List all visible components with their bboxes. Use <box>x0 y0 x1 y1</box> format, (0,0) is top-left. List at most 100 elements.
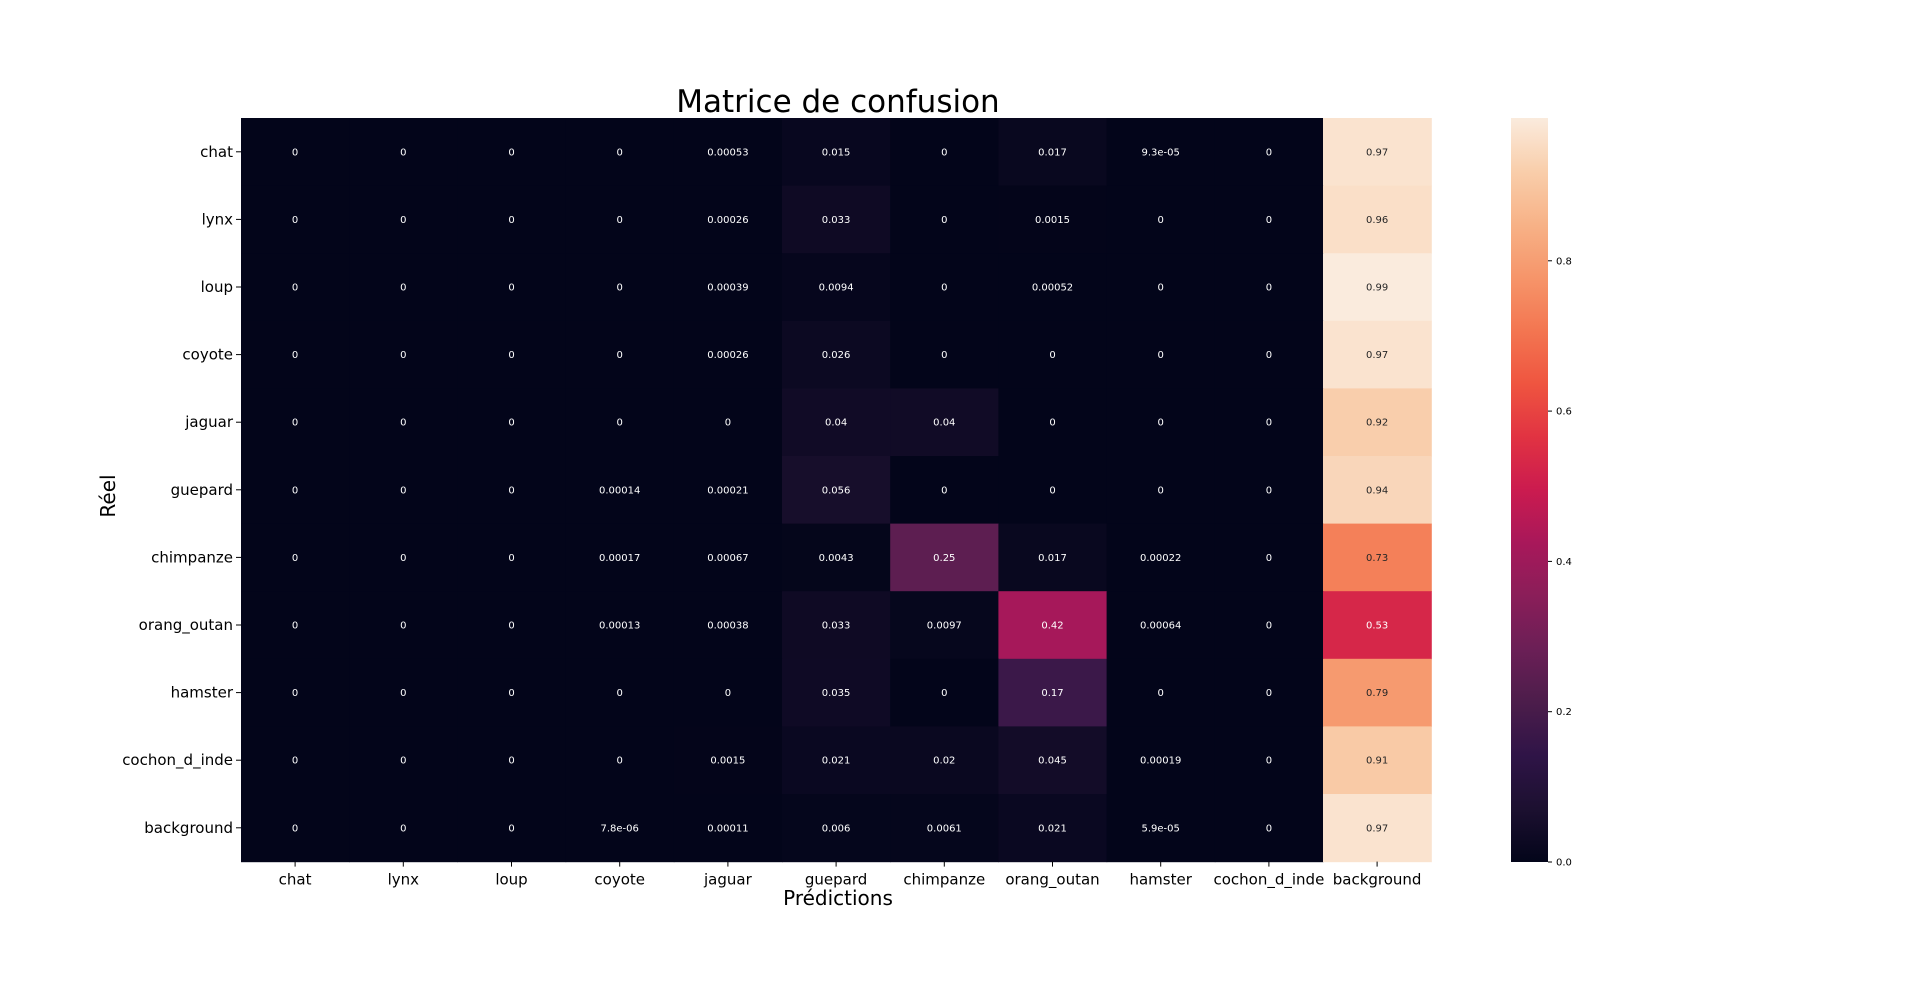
colorbar-gradient <box>1511 118 1548 862</box>
heatmap-cell-label: 0.73 <box>1366 553 1388 564</box>
heatmap-cell <box>349 388 458 457</box>
heatmap-cell-label: 0.00064 <box>1140 621 1181 632</box>
heatmap-cell-label: 0 <box>1266 688 1272 699</box>
heatmap-cell-label: 0 <box>508 688 514 699</box>
colorbar-tick-label: 0.0 <box>1556 858 1572 869</box>
heatmap-cell-label: 0.017 <box>1038 147 1067 158</box>
heatmap-cell-label: 0 <box>1158 485 1164 496</box>
heatmap-cell-label: 0 <box>400 688 406 699</box>
heatmap-cell-label: 0 <box>508 823 514 834</box>
heatmap-cell-label: 0 <box>400 756 406 767</box>
heatmap-cell <box>890 320 999 389</box>
heatmap-cell <box>1214 320 1324 389</box>
heatmap-cell-label: 0 <box>292 756 298 767</box>
heatmap-cell-label: 0 <box>617 688 623 699</box>
heatmap-cell <box>998 591 1108 660</box>
y-tick-label: orang_outan <box>139 616 233 635</box>
heatmap-cell-label: 0 <box>508 350 514 361</box>
heatmap-cell-label: 0 <box>941 147 947 158</box>
heatmap-cell-label: 0.0015 <box>710 756 745 767</box>
heatmap-cell <box>673 185 783 254</box>
heatmap-cell-label: 0 <box>292 621 298 632</box>
heatmap-cell-label: 0 <box>617 283 623 294</box>
heatmap-cell-label: 0 <box>508 485 514 496</box>
colorbar: 0.0 0.2 0.4 0.6 0.8 <box>1511 118 1572 869</box>
heatmap-cell-label: 0.42 <box>1041 621 1063 632</box>
heatmap-cell <box>349 794 458 863</box>
heatmap-cell-label: 0.00067 <box>707 553 748 564</box>
heatmap-cell-label: 0 <box>1266 621 1272 632</box>
heatmap-cell <box>457 658 567 727</box>
heatmap-cell-label: 0.96 <box>1366 215 1388 226</box>
heatmap-cell-label: 0 <box>292 485 298 496</box>
y-tick-label: chimpanze <box>151 548 233 566</box>
x-axis-title: Prédictions <box>783 886 893 910</box>
heatmap-cell-label: 0 <box>292 215 298 226</box>
heatmap-cell <box>349 253 458 322</box>
heatmap-cell <box>565 794 675 863</box>
heatmap-cell-label: 0 <box>725 688 731 699</box>
heatmap-cell <box>1214 591 1324 660</box>
heatmap-cell <box>241 658 350 727</box>
heatmap-cell <box>782 456 891 525</box>
heatmap-cell <box>998 726 1108 795</box>
x-tick-label: background <box>1333 871 1422 889</box>
heatmap-cell-label: 0 <box>1158 215 1164 226</box>
heatmap-cell <box>998 320 1108 389</box>
heatmap-cell-label: 0.00011 <box>707 823 748 834</box>
heatmap-cell <box>782 388 891 457</box>
heatmap-cell-label: 0.97 <box>1366 350 1388 361</box>
heatmap-cell <box>1106 118 1216 187</box>
heatmap-cell-label: 0 <box>400 418 406 429</box>
heatmap-cell <box>1214 185 1324 254</box>
heatmap-cell-label: 0 <box>1049 485 1055 496</box>
heatmap-cell-label: 0.045 <box>1038 756 1067 767</box>
heatmap-cell-label: 0 <box>508 553 514 564</box>
heatmap-cell <box>1214 388 1324 457</box>
heatmap-cell <box>890 388 999 457</box>
heatmap-cell-label: 0.97 <box>1366 147 1388 158</box>
heatmap-cell <box>1106 726 1216 795</box>
heatmap-cell-label: 9.3e-05 <box>1142 147 1180 158</box>
heatmap-cell <box>565 523 675 592</box>
heatmap-cell <box>890 726 999 795</box>
heatmap-cell <box>349 456 458 525</box>
heatmap-cell-label: 0.02 <box>933 756 955 767</box>
heatmap-cell <box>890 523 999 592</box>
heatmap-cell-label: 0 <box>400 485 406 496</box>
heatmap-cell-label: 0.99 <box>1366 283 1388 294</box>
heatmap-cell-label: 0 <box>400 553 406 564</box>
heatmap-cell-label: 0 <box>1266 147 1272 158</box>
heatmap-cell <box>241 185 350 254</box>
heatmap-cell <box>673 388 783 457</box>
heatmap-cell-label: 0 <box>941 283 947 294</box>
heatmap-cell <box>565 118 675 187</box>
heatmap-cell <box>1323 591 1432 660</box>
heatmap-cell <box>1323 118 1432 187</box>
y-tick-label: chat <box>200 143 233 161</box>
heatmap-cell-label: 0.0097 <box>927 621 962 632</box>
heatmap-cell-label: 0.79 <box>1366 688 1388 699</box>
heatmap-cell-label: 0 <box>292 823 298 834</box>
heatmap-cell-label: 0.0061 <box>927 823 962 834</box>
colorbar-tick-label: 0.6 <box>1556 407 1572 418</box>
heatmap-cell <box>241 253 350 322</box>
x-tick-label: lynx <box>388 871 420 889</box>
heatmap-cell <box>998 253 1108 322</box>
heatmap-cell <box>998 118 1108 187</box>
heatmap-cell-label: 0 <box>1158 283 1164 294</box>
heatmap-cell <box>1323 253 1432 322</box>
heatmap-cell-labels: 0 0 0 0 0.00053 0.015 0 0.017 9.3e-05 0 0.97 0 0 0 0 0.… <box>292 147 1388 834</box>
heatmap-cell-label: 0 <box>1158 688 1164 699</box>
heatmap-cell <box>782 118 891 187</box>
heatmap-cells <box>241 118 1432 863</box>
heatmap-cell-label: 0 <box>1049 350 1055 361</box>
heatmap-cell <box>1106 185 1216 254</box>
heatmap-cell-label: 0.0094 <box>819 283 854 294</box>
heatmap-cell <box>1323 185 1432 254</box>
heatmap-cell <box>890 658 999 727</box>
heatmap-cell <box>1214 658 1324 727</box>
heatmap-cell <box>673 726 783 795</box>
heatmap-cell-label: 0.00013 <box>599 621 640 632</box>
heatmap-cell <box>1214 253 1324 322</box>
